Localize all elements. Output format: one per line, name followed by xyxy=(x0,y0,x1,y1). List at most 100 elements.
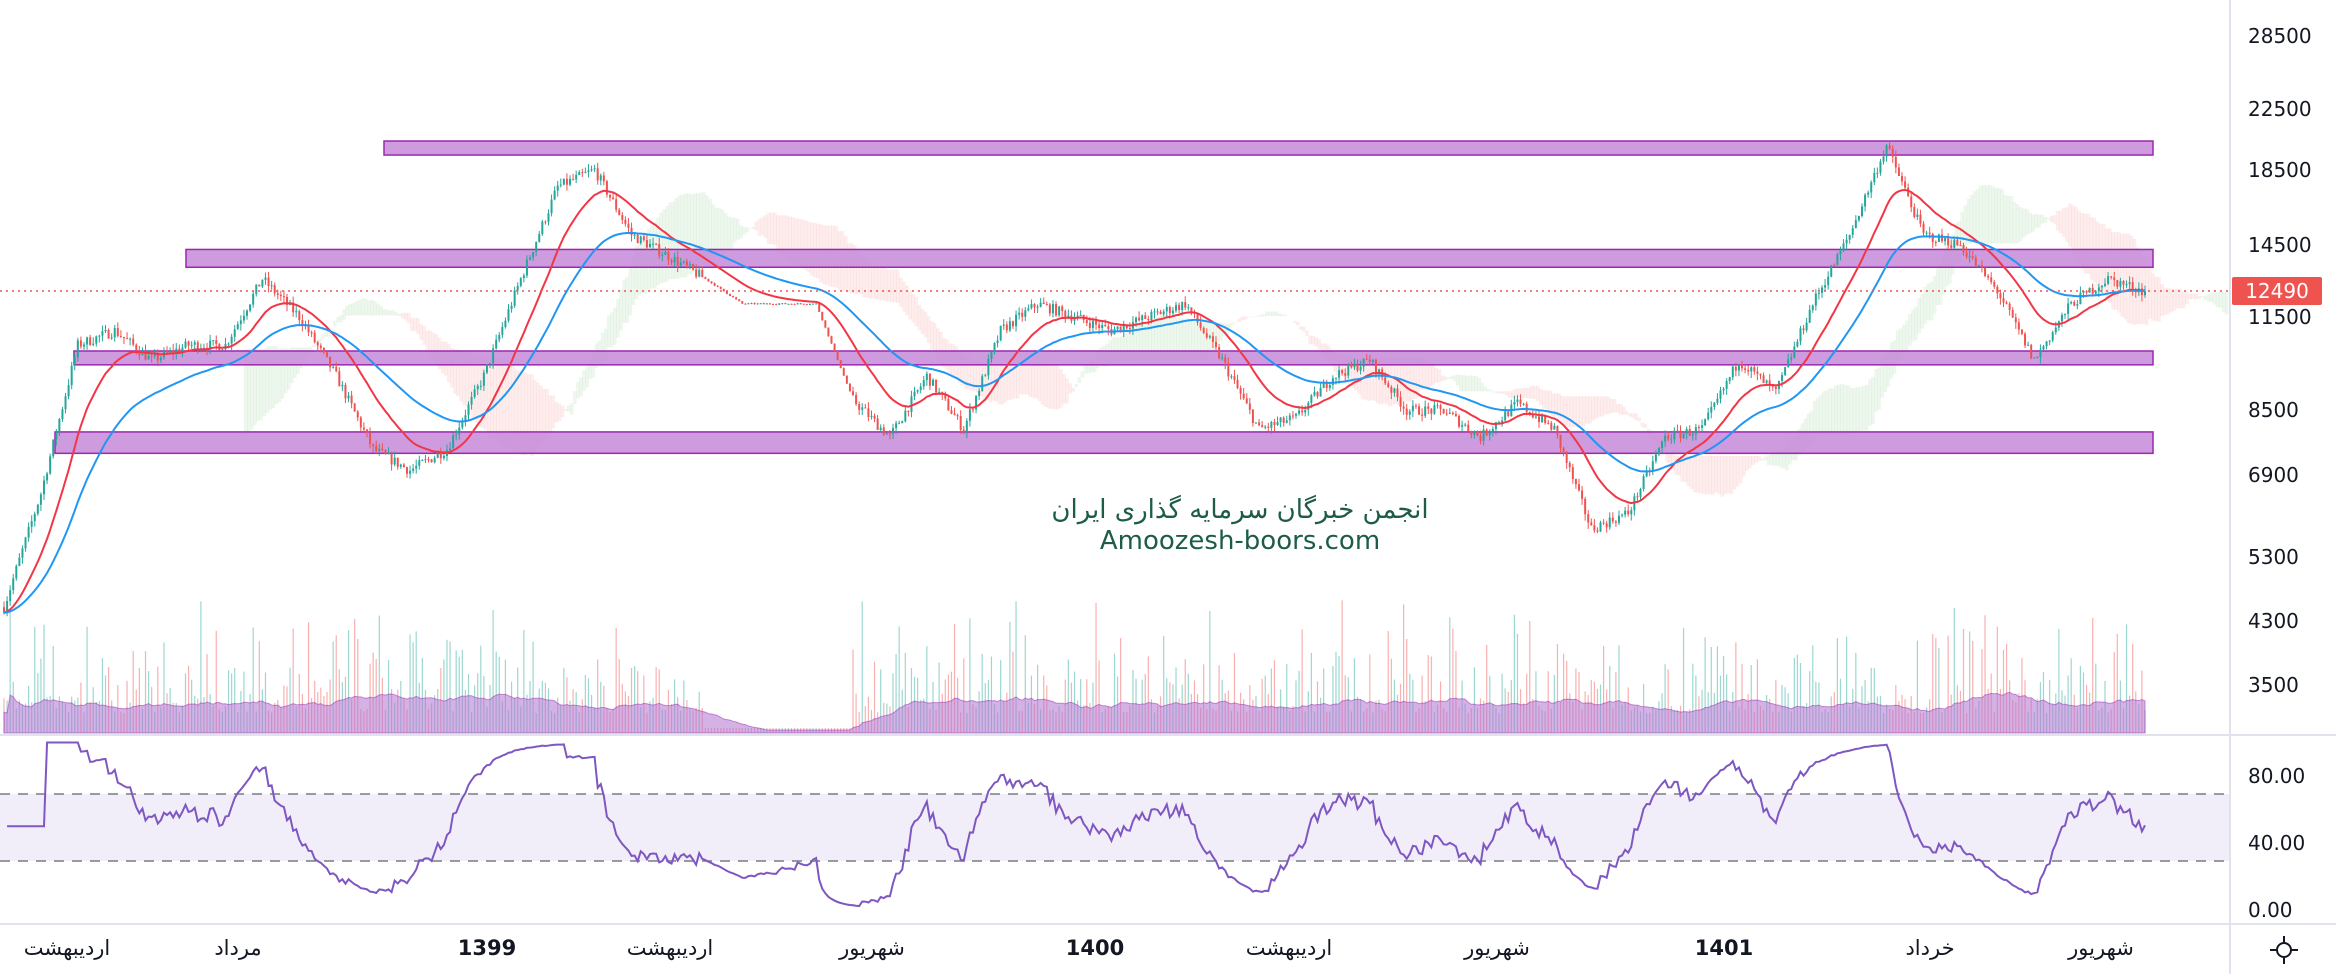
candle-body xyxy=(507,309,510,321)
candle-body xyxy=(2144,291,2146,296)
candle-body xyxy=(1934,241,1937,243)
candle-body xyxy=(673,256,676,263)
candle-body xyxy=(230,336,233,344)
cloud-segment xyxy=(320,334,325,340)
cloud-segment xyxy=(979,362,983,397)
cloud-segment xyxy=(1905,320,1909,351)
cloud-segment xyxy=(2209,292,2214,303)
cloud-segment xyxy=(1926,283,1931,321)
candle xyxy=(1156,308,1159,316)
candle xyxy=(544,220,547,225)
cloud-segment xyxy=(1019,363,1023,395)
candle xyxy=(1577,478,1580,492)
volume-bar xyxy=(873,661,876,733)
candle-body xyxy=(1747,369,1750,372)
cloud-segment xyxy=(1348,356,1352,386)
candle xyxy=(1448,408,1451,415)
candle xyxy=(1787,353,1790,368)
cloud-segment xyxy=(480,355,485,428)
cloud-segment xyxy=(505,358,509,449)
candle xyxy=(602,171,605,186)
cloud-segment xyxy=(1622,406,1626,415)
candle-body xyxy=(1891,148,1894,157)
cloud-segment xyxy=(2188,293,2192,300)
candle xyxy=(1338,365,1341,384)
cloud-segment xyxy=(1342,354,1346,377)
candle xyxy=(827,327,830,337)
volume-bar xyxy=(1996,626,1998,733)
candle xyxy=(1581,485,1584,505)
candle xyxy=(353,402,356,412)
candle-body xyxy=(1734,366,1737,371)
volume-bar xyxy=(1012,651,1014,733)
candle xyxy=(1254,422,1257,424)
candle-body xyxy=(1691,434,1694,436)
candle xyxy=(1359,360,1362,375)
candle-body xyxy=(2060,314,2063,322)
volume-ma-area xyxy=(3,691,2146,734)
candle-body xyxy=(1765,380,1768,383)
cloud-segment xyxy=(1542,390,1546,409)
candle xyxy=(692,263,695,271)
candle xyxy=(341,381,344,392)
cloud-segment xyxy=(1123,333,1128,361)
cloud-segment xyxy=(631,255,636,305)
cloud-segment xyxy=(622,279,626,323)
candle xyxy=(1910,192,1913,213)
cloud-segment xyxy=(2111,232,2115,310)
volume-bar xyxy=(132,650,134,733)
candle-body xyxy=(1138,317,1141,321)
candle xyxy=(175,343,178,360)
candle-body xyxy=(273,285,276,294)
candle-body xyxy=(790,303,793,305)
candle-body xyxy=(2091,287,2094,294)
cloud-segment xyxy=(542,389,546,444)
cloud-segment xyxy=(1680,455,1685,482)
candle-body xyxy=(1919,214,1922,224)
candle-body xyxy=(76,340,79,358)
candle xyxy=(2131,277,2134,296)
zone-rectangle[interactable] xyxy=(383,140,2154,156)
candle-body xyxy=(1565,451,1568,463)
gear-icon[interactable] xyxy=(2268,934,2300,966)
candle-body xyxy=(1181,302,1184,311)
cloud-segment xyxy=(465,350,469,407)
candle xyxy=(999,325,1002,342)
cloud-segment xyxy=(526,374,531,453)
candle xyxy=(1399,391,1402,412)
candle-body xyxy=(1805,322,1808,331)
zone-rectangle[interactable] xyxy=(73,350,2154,366)
candle xyxy=(12,573,15,595)
cloud-segment xyxy=(1074,383,1079,388)
candle xyxy=(981,373,984,392)
zone-rectangle[interactable] xyxy=(185,248,2154,269)
cloud-segment xyxy=(1486,388,1491,392)
candle xyxy=(49,453,52,475)
candle-body xyxy=(372,444,375,446)
zone-rectangle[interactable] xyxy=(54,431,2154,455)
candle-body xyxy=(436,453,439,458)
cloud-segment xyxy=(1471,375,1475,392)
volume-bar xyxy=(597,659,599,733)
cloud-segment xyxy=(1846,385,1851,434)
candle xyxy=(119,330,122,338)
cloud-segment xyxy=(2200,296,2204,298)
candle xyxy=(1393,387,1396,397)
candle xyxy=(732,295,735,298)
candle xyxy=(369,427,372,449)
candle xyxy=(193,339,196,350)
cloud-segment xyxy=(397,314,402,316)
candle-body xyxy=(1759,373,1762,376)
cloud-segment xyxy=(2163,287,2168,316)
candle-body xyxy=(1817,292,1820,294)
candle-body xyxy=(1368,359,1371,362)
cloud-segment xyxy=(2203,296,2208,300)
cloud-segment xyxy=(323,331,328,337)
volume-bar xyxy=(1756,659,1759,733)
candle xyxy=(2110,276,2113,280)
cloud-segment xyxy=(2046,218,2051,220)
candle xyxy=(1547,419,1550,425)
cloud-segment xyxy=(545,389,549,439)
cloud-segment xyxy=(274,346,279,405)
